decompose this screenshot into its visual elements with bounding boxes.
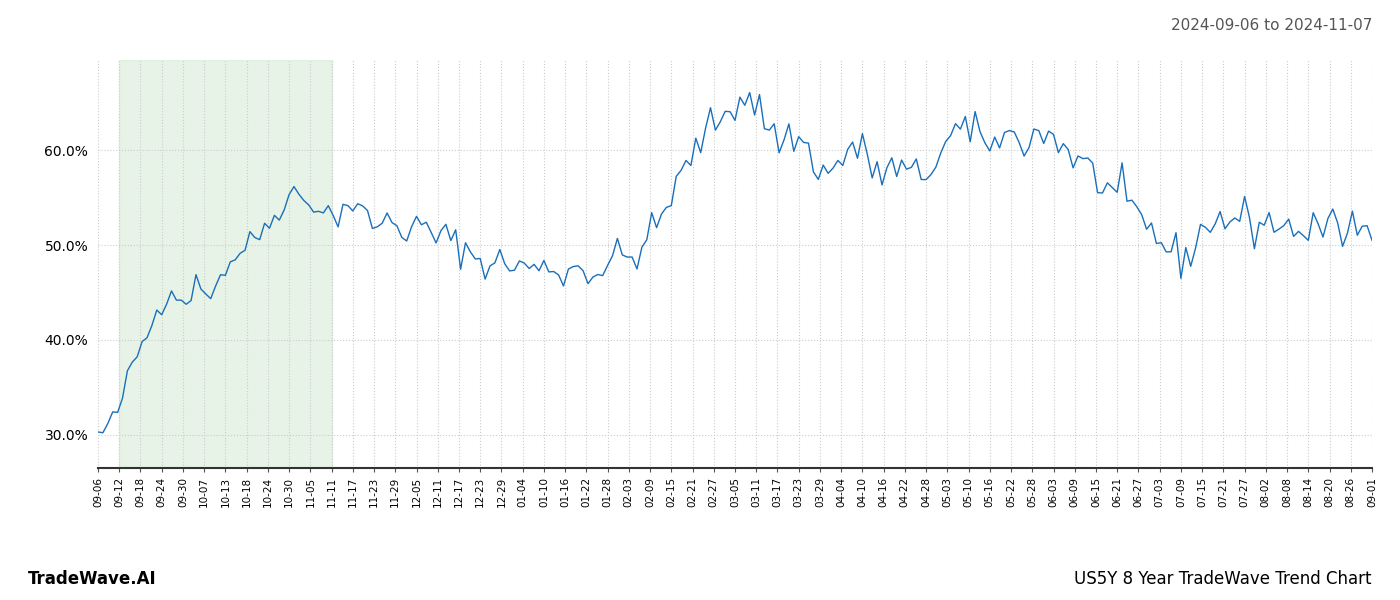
Text: TradeWave.AI: TradeWave.AI xyxy=(28,570,157,588)
Bar xyxy=(119,60,332,468)
Text: US5Y 8 Year TradeWave Trend Chart: US5Y 8 Year TradeWave Trend Chart xyxy=(1075,570,1372,588)
Text: 2024-09-06 to 2024-11-07: 2024-09-06 to 2024-11-07 xyxy=(1170,18,1372,33)
